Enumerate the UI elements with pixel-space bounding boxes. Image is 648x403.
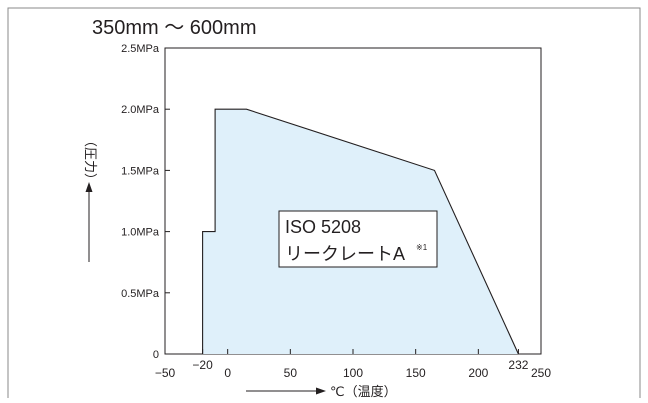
x-tick-label: 250 bbox=[531, 366, 551, 380]
annotation-superscript: ※1 bbox=[416, 243, 428, 252]
y-tick-label: 2.0MPa bbox=[121, 104, 160, 116]
x-axis-arrow-head bbox=[316, 388, 326, 395]
x-tick-label: 200 bbox=[468, 366, 488, 380]
y-tick-label: 0.5MPa bbox=[121, 288, 160, 300]
x-tick-label: 0 bbox=[224, 366, 231, 380]
x-tick-label: 232 bbox=[508, 358, 528, 372]
y-tick-label: 1.0MPa bbox=[121, 227, 160, 239]
y-axis-label: （圧力） bbox=[83, 134, 98, 186]
x-tick-label: 150 bbox=[406, 366, 426, 380]
y-tick-label: 0 bbox=[153, 349, 159, 361]
x-tick-label: 50 bbox=[284, 366, 298, 380]
y-tick-label: 1.5MPa bbox=[121, 165, 160, 177]
plot-area: 0 0.5MPa 1.0MPa 1.5MPa 2.0MPa 2.5MPa −50 −20 0 50… bbox=[121, 43, 551, 380]
x-axis-label: ℃（温度） bbox=[330, 384, 397, 398]
annotation-line1: ISO 5208 bbox=[285, 217, 361, 237]
annotation-line2: リークレートA bbox=[285, 244, 405, 264]
x-tick-label: 100 bbox=[343, 366, 363, 380]
x-tick-label: −50 bbox=[155, 366, 176, 380]
x-tick-label: −20 bbox=[192, 358, 213, 372]
chart-title: 350mm ～ 600mm bbox=[92, 17, 257, 39]
y-tick-label: 2.5MPa bbox=[121, 43, 160, 55]
